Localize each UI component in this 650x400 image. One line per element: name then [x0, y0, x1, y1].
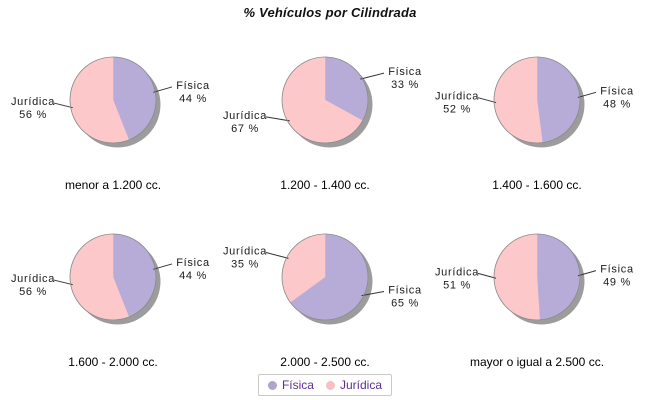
pie-outline — [281, 56, 369, 144]
slice-label-value: 67 % — [231, 123, 259, 135]
label-leader-line — [265, 251, 289, 259]
pie-category-label: 2.000 - 2.500 cc. — [280, 355, 370, 369]
pie-outline — [493, 233, 581, 321]
slice-label-name: Jurídica — [11, 96, 55, 108]
slice-label-name: Jurídica — [223, 110, 267, 122]
slice-label-name: Física — [600, 85, 634, 97]
label-leader-line — [360, 72, 385, 80]
label-leader-line — [153, 263, 173, 270]
pie-category-label: 1.600 - 2.000 cc. — [68, 355, 158, 369]
pie-outline — [69, 56, 157, 144]
legend: Física Jurídica — [257, 374, 393, 396]
slice-label-name: Física — [176, 80, 210, 92]
label-leader-line — [577, 91, 597, 98]
label-leader-line — [477, 272, 497, 279]
slice-label-value: 33 % — [391, 79, 419, 91]
label-leader-line — [53, 102, 73, 109]
slice-label-name: Jurídica — [435, 266, 479, 278]
pie-outline — [69, 233, 157, 321]
slice-label-value: 52 % — [443, 104, 471, 116]
slice-label-name: Jurídica — [435, 91, 479, 103]
pie-slice-juridica — [493, 56, 543, 144]
slice-label-name: Física — [388, 285, 422, 297]
chart-title: % Vehículos por Cilindrada — [243, 5, 417, 20]
pie-category-label: menor a 1.200 cc. — [64, 178, 162, 192]
label-leader-line — [361, 291, 385, 297]
legend-item-fisica: Física — [267, 378, 314, 392]
slice-label-name: Física — [176, 257, 210, 269]
legend-item-juridica: Jurídica — [325, 378, 383, 392]
pie-category-label: 1.400 - 1.600 cc. — [492, 178, 582, 192]
label-leader-line — [477, 97, 497, 104]
slice-label-name: Física — [388, 66, 422, 78]
label-leader-line — [53, 279, 73, 286]
fisica-color-dot-icon — [267, 380, 277, 390]
pie-outline — [493, 56, 581, 144]
slice-label-value: 49 % — [603, 277, 631, 289]
pie-outline — [281, 233, 369, 321]
slice-label-value: 44 % — [179, 93, 207, 105]
slice-label-value: 65 % — [391, 298, 419, 310]
slice-label-value: 44 % — [179, 270, 207, 282]
slice-label-value: 48 % — [603, 98, 631, 110]
juridica-color-dot-icon — [325, 380, 335, 390]
label-leader-line — [153, 86, 173, 93]
slice-label-name: Física — [600, 264, 634, 276]
slice-label-name: Jurídica — [11, 273, 55, 285]
slice-label-value: 51 % — [443, 279, 471, 291]
pie-category-label: mayor o igual a 2.500 cc. — [469, 355, 605, 369]
pie-category-label: 1.200 - 1.400 cc. — [280, 178, 370, 192]
slice-label-value: 35 % — [231, 259, 259, 271]
legend-label-juridica: Jurídica — [339, 378, 383, 392]
slice-label-value: 56 % — [19, 286, 47, 298]
pie-slice-juridica — [493, 233, 540, 321]
slice-label-value: 56 % — [19, 109, 47, 121]
label-leader-line — [265, 116, 290, 122]
slice-label-name: Jurídica — [223, 246, 267, 258]
label-leader-line — [577, 270, 597, 277]
legend-label-fisica: Física — [281, 378, 314, 392]
